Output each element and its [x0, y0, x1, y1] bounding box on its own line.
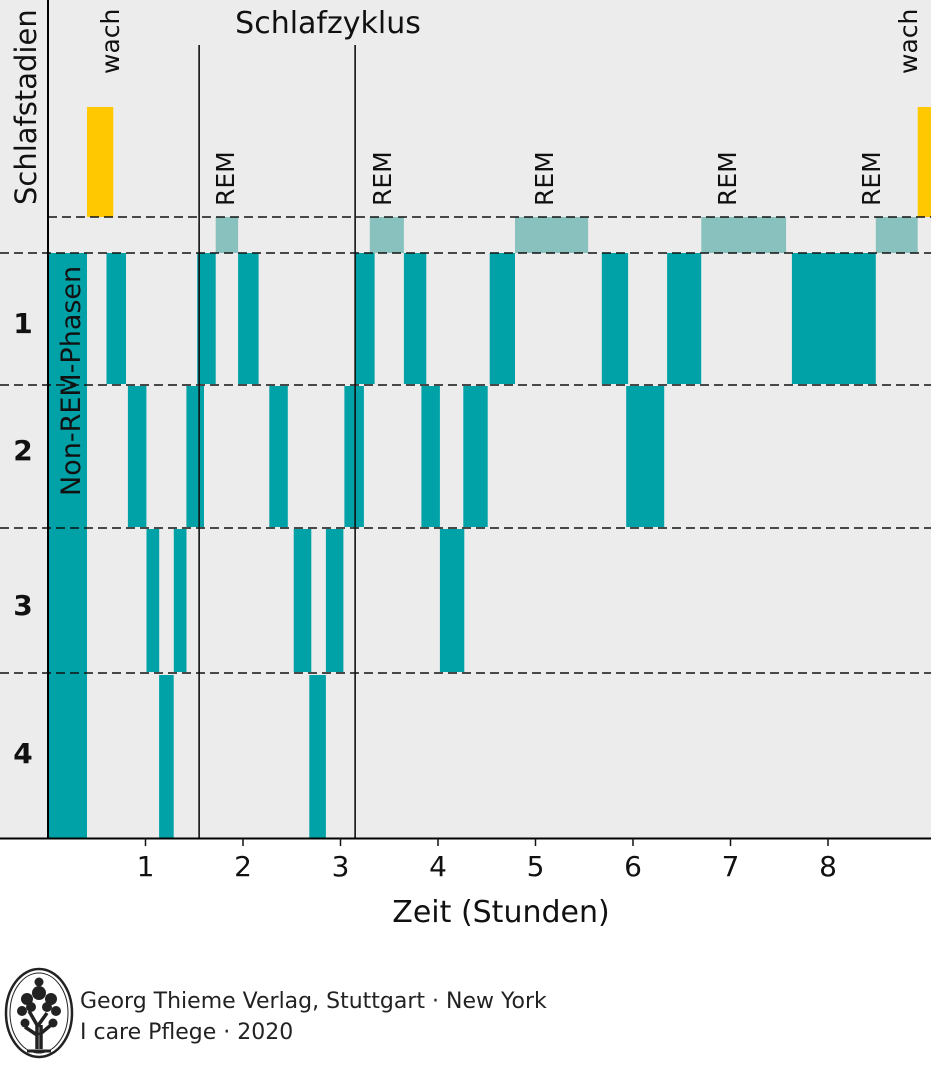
rem-label: REM [211, 151, 240, 206]
x-tick-label: 1 [137, 850, 155, 883]
stage-2-bar [127, 386, 147, 527]
stage-rem-bar [369, 217, 404, 253]
stage-3-bar [439, 529, 465, 672]
chart-title: Schlafzyklus [235, 6, 421, 41]
stage-1-bar [403, 253, 427, 384]
stage-2-bar [626, 386, 665, 527]
segments-layer [48, 107, 931, 838]
sleep-cycle-chart: 1 2 3 4 5 6 7 8 Schlafzyklus Zeit (Stunden) Sch… [0, 0, 931, 930]
stage-3-bar [325, 529, 344, 672]
stage-1-bar [667, 253, 702, 384]
stage-labels: 1 2 3 4 [13, 307, 32, 770]
stage-1-bar [197, 253, 216, 384]
x-tick-label: 3 [332, 850, 350, 883]
stage-2-bar [269, 386, 288, 527]
footer-text: Georg Thieme Verlag, Stuttgart · New Yor… [80, 986, 547, 1048]
stage-3-bar [146, 529, 160, 672]
stage-rem-bar [515, 217, 589, 253]
thieme-tree-logo-icon [4, 967, 74, 1059]
stage-rem-bar [215, 217, 239, 253]
footer: Georg Thieme Verlag, Stuttgart · New Yor… [0, 960, 931, 1066]
stage-1-bar [489, 253, 515, 384]
x-tick-label: 5 [527, 850, 545, 883]
x-axis-label: Zeit (Stunden) [392, 895, 609, 930]
non-rem-label: Non-REM-Phasen [56, 266, 87, 496]
rem-label: REM [857, 151, 886, 206]
publisher-line: Georg Thieme Verlag, Stuttgart · New Yor… [80, 989, 547, 1014]
stage-1-bar [355, 253, 375, 384]
x-tick-label: 7 [722, 850, 740, 883]
stage-label-1: 1 [13, 307, 32, 340]
stage-3-bar [173, 529, 187, 672]
stage-2-bar [186, 386, 204, 527]
stage-2-bar [344, 386, 364, 527]
x-tick-label: 2 [234, 850, 252, 883]
stage-label-4: 4 [13, 737, 32, 770]
stage-rem-bar [701, 217, 787, 253]
x-tick-label: 6 [624, 850, 642, 883]
book-line: I care Pflege · 2020 [80, 1020, 294, 1045]
y-axis-label: Schlafstadien [9, 9, 43, 205]
stage-3-bar [293, 529, 312, 672]
wach-label-left: wach [96, 9, 125, 74]
stage-2-bar [421, 386, 440, 527]
stage-1-bar [106, 253, 126, 384]
stage-1-bar [601, 253, 629, 384]
stage-2-bar [463, 386, 488, 527]
rem-label: REM [368, 151, 397, 206]
stage-4-bar [309, 675, 326, 838]
rem-label: REM [713, 151, 742, 206]
x-tick-label: 8 [819, 850, 837, 883]
x-tick-label: 4 [429, 850, 447, 883]
stage-1-4-bar [48, 253, 87, 838]
stage-label-2: 2 [13, 434, 32, 467]
stage-wach-bar [917, 107, 931, 217]
stage-label-3: 3 [13, 589, 32, 622]
stage-1-bar [791, 253, 876, 384]
cycle-boundaries [198, 45, 356, 838]
stage-gridlines [0, 216, 931, 674]
rem-label: REM [530, 151, 559, 206]
x-ticks: 1 2 3 4 5 6 7 8 [137, 838, 837, 883]
stage-1-bar [238, 253, 259, 384]
stage-rem-bar [875, 217, 918, 253]
wach-label-right: wach [894, 9, 923, 74]
stage-wach-bar [87, 107, 114, 217]
stage-4-bar [159, 675, 174, 838]
